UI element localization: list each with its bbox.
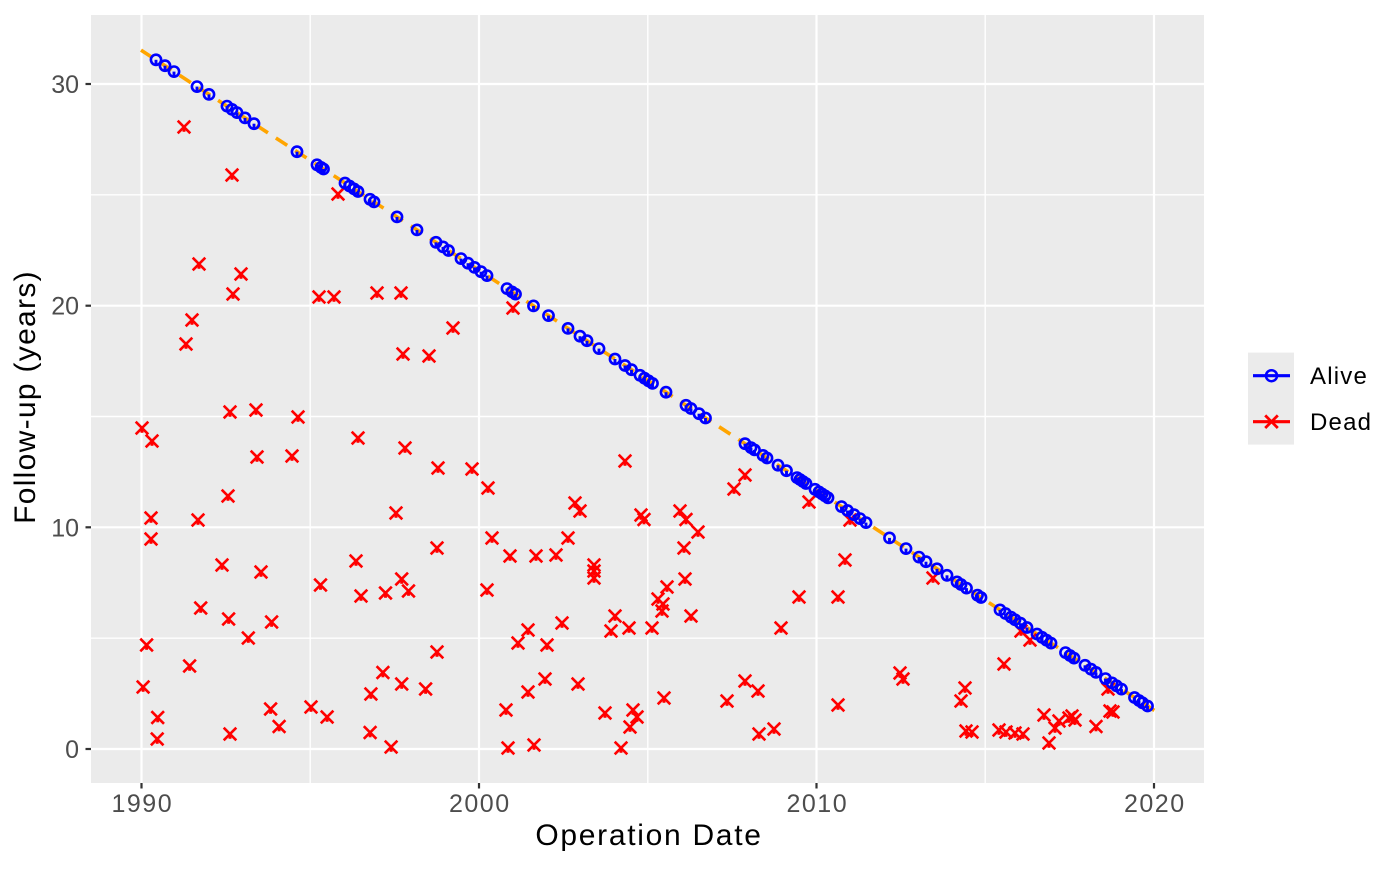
svg-text:10: 10: [51, 514, 79, 542]
svg-text:2020: 2020: [1124, 790, 1186, 818]
svg-text:Alive: Alive: [1310, 363, 1368, 390]
svg-text:Dead: Dead: [1310, 409, 1372, 436]
svg-text:Follow-up (years): Follow-up (years): [9, 270, 42, 524]
svg-text:2010: 2010: [786, 790, 848, 818]
svg-text:1990: 1990: [111, 790, 173, 818]
svg-text:20: 20: [51, 293, 79, 321]
svg-text:0: 0: [65, 736, 79, 764]
svg-text:30: 30: [51, 71, 79, 99]
svg-text:2000: 2000: [449, 790, 511, 818]
svg-text:Operation Date: Operation Date: [535, 819, 762, 852]
